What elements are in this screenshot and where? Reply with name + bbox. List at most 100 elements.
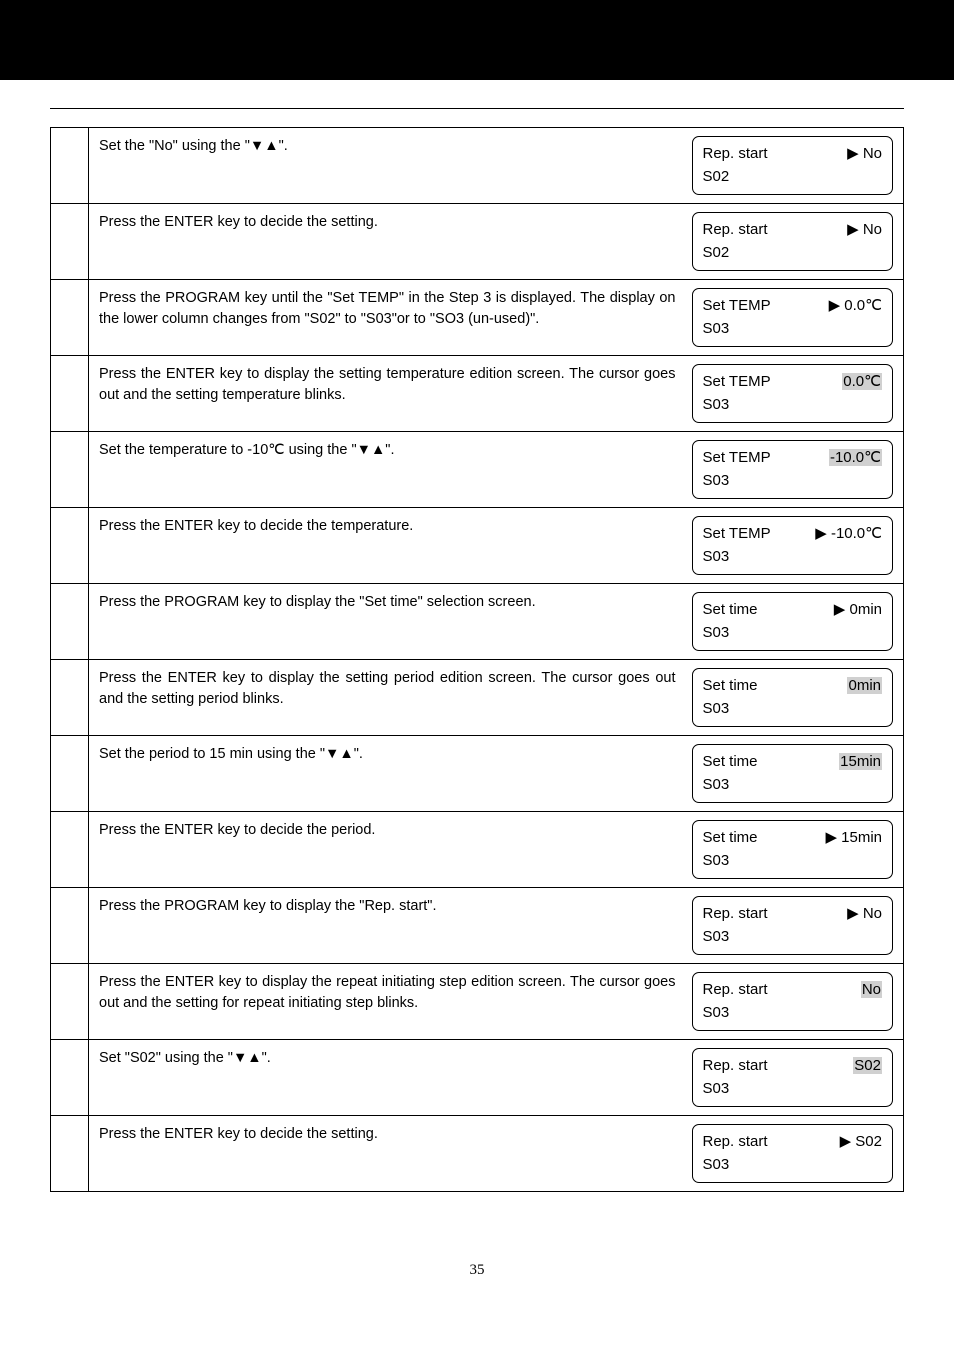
table-row: Press the ENTER key to decide the temper…: [51, 508, 904, 584]
display-box: Rep. start▶ S02S03: [692, 1124, 894, 1183]
display-box: Set TEMP▶ -10.0℃S03: [692, 516, 894, 575]
table-row: Press the ENTER key to display the setti…: [51, 660, 904, 736]
display-label: Set time: [703, 675, 758, 698]
content-area: Set the "No" using the "▼▲".Rep. start▶ …: [0, 127, 954, 1222]
display-line1: Rep. start▶ No: [703, 219, 883, 242]
table-row: Press the ENTER key to display the repea…: [51, 964, 904, 1040]
display-line1: Set time ▶ 15min: [703, 827, 883, 850]
display-label: Rep. start: [703, 903, 768, 926]
display-line2: S03: [703, 318, 883, 341]
display-box: Set time ▶ 15minS03: [692, 820, 894, 879]
display-cell: Rep. start▶ NoS02: [686, 204, 904, 280]
instruction-cell: Press the ENTER key to decide the settin…: [89, 204, 686, 280]
display-line2: S03: [703, 926, 883, 949]
instruction-cell: Set "S02" using the "▼▲".: [89, 1040, 686, 1116]
display-line1: Rep. startS02: [703, 1055, 883, 1078]
display-label: Rep. start: [703, 219, 768, 242]
table-row: Set "S02" using the "▼▲".Rep. startS02S0…: [51, 1040, 904, 1116]
display-cell: Set TEMP▶ -10.0℃S03: [686, 508, 904, 584]
display-value: ▶ No: [847, 903, 882, 926]
table-row: Press the PROGRAM key to display the "Se…: [51, 584, 904, 660]
display-line2: S03: [703, 394, 883, 417]
instruction-cell: Press the ENTER key to decide the temper…: [89, 508, 686, 584]
table-row: Press the PROGRAM key until the "Set TEM…: [51, 280, 904, 356]
display-box: Rep. startS02S03: [692, 1048, 894, 1107]
display-cell: Set time15minS03: [686, 736, 904, 812]
display-cell: Set time▶ 0minS03: [686, 584, 904, 660]
display-line2: S03: [703, 1078, 883, 1101]
display-box: Set TEMP ▶ 0.0℃S03: [692, 288, 894, 347]
display-value: ▶ No: [847, 143, 882, 166]
display-label: Set TEMP: [703, 295, 771, 318]
step-num-cell: [51, 812, 89, 888]
display-cell: Rep. startNoS03: [686, 964, 904, 1040]
header-bar: [0, 0, 954, 80]
display-line2: S03: [703, 546, 883, 569]
display-value: ▶ 15min: [825, 827, 882, 850]
display-line1: Set time 15min: [703, 751, 883, 774]
display-label: Rep. start: [703, 979, 768, 1002]
display-cell: Rep. start▶ S02S03: [686, 1116, 904, 1192]
display-cell: Set time ▶ 15minS03: [686, 812, 904, 888]
display-line1: Set time0min: [703, 675, 883, 698]
display-box: Rep. start ▶ NoS02: [692, 136, 894, 195]
display-line1: Rep. start▶ S02: [703, 1131, 883, 1154]
display-cell: Rep. start ▶ NoS02: [686, 128, 904, 204]
display-cell: Set TEMP-10.0℃S03: [686, 432, 904, 508]
display-value: ▶ 0min: [834, 599, 882, 622]
display-label: Set time: [703, 827, 758, 850]
display-value: ▶ 0.0℃: [829, 295, 882, 318]
display-value: -10.0℃: [829, 447, 882, 470]
display-line1: Set TEMP▶ -10.0℃: [703, 523, 883, 546]
step-num-cell: [51, 204, 89, 280]
display-line1: Rep. startNo: [703, 979, 883, 1002]
instruction-cell: Press the ENTER key to decide the period…: [89, 812, 686, 888]
display-cell: Rep. start ▶ NoS03: [686, 888, 904, 964]
display-line2: S02: [703, 166, 883, 189]
instruction-cell: Press the PROGRAM key to display the "Re…: [89, 888, 686, 964]
display-label: Rep. start: [703, 1131, 768, 1154]
display-line1: Set TEMP 0.0℃: [703, 371, 883, 394]
display-line2: S03: [703, 622, 883, 645]
display-label: Rep. start: [703, 143, 768, 166]
display-label: Set TEMP: [703, 447, 771, 470]
step-num-cell: [51, 584, 89, 660]
display-value: 0.0℃: [842, 371, 882, 394]
display-line2: S02: [703, 242, 883, 265]
display-line1: Set time▶ 0min: [703, 599, 883, 622]
display-line1: Rep. start ▶ No: [703, 143, 883, 166]
table-row: Press the ENTER key to decide the settin…: [51, 204, 904, 280]
table-row: Set the temperature to -10℃ using the "▼…: [51, 432, 904, 508]
step-num-cell: [51, 660, 89, 736]
display-line1: Rep. start ▶ No: [703, 903, 883, 926]
table-row: Press the ENTER key to display the setti…: [51, 356, 904, 432]
display-line2: S03: [703, 1154, 883, 1177]
instruction-cell: Press the ENTER key to display the setti…: [89, 660, 686, 736]
display-label: Set time: [703, 751, 758, 774]
display-line1: Set TEMP ▶ 0.0℃: [703, 295, 883, 318]
instruction-cell: Press the PROGRAM key until the "Set TEM…: [89, 280, 686, 356]
display-box: Set TEMP-10.0℃S03: [692, 440, 894, 499]
page-number: 35: [0, 1262, 954, 1279]
instruction-cell: Press the ENTER key to display the repea…: [89, 964, 686, 1040]
table-row: Set the period to 15 min using the "▼▲".…: [51, 736, 904, 812]
display-value: 15min: [839, 751, 882, 774]
display-label: Set TEMP: [703, 523, 771, 546]
step-num-cell: [51, 280, 89, 356]
instruction-cell: Press the ENTER key to decide the settin…: [89, 1116, 686, 1192]
display-line2: S03: [703, 698, 883, 721]
display-box: Set time0minS03: [692, 668, 894, 727]
display-label: Set TEMP: [703, 371, 771, 394]
display-box: Set TEMP 0.0℃S03: [692, 364, 894, 423]
table-row: Press the ENTER key to decide the settin…: [51, 1116, 904, 1192]
step-num-cell: [51, 128, 89, 204]
display-cell: Set TEMP ▶ 0.0℃S03: [686, 280, 904, 356]
display-line2: S03: [703, 850, 883, 873]
table-row: Set the "No" using the "▼▲".Rep. start▶ …: [51, 128, 904, 204]
separator-line: [50, 108, 904, 109]
step-num-cell: [51, 736, 89, 812]
step-num-cell: [51, 432, 89, 508]
table-row: Press the PROGRAM key to display the "Re…: [51, 888, 904, 964]
display-box: Set time▶ 0minS03: [692, 592, 894, 651]
display-line2: S03: [703, 1002, 883, 1025]
